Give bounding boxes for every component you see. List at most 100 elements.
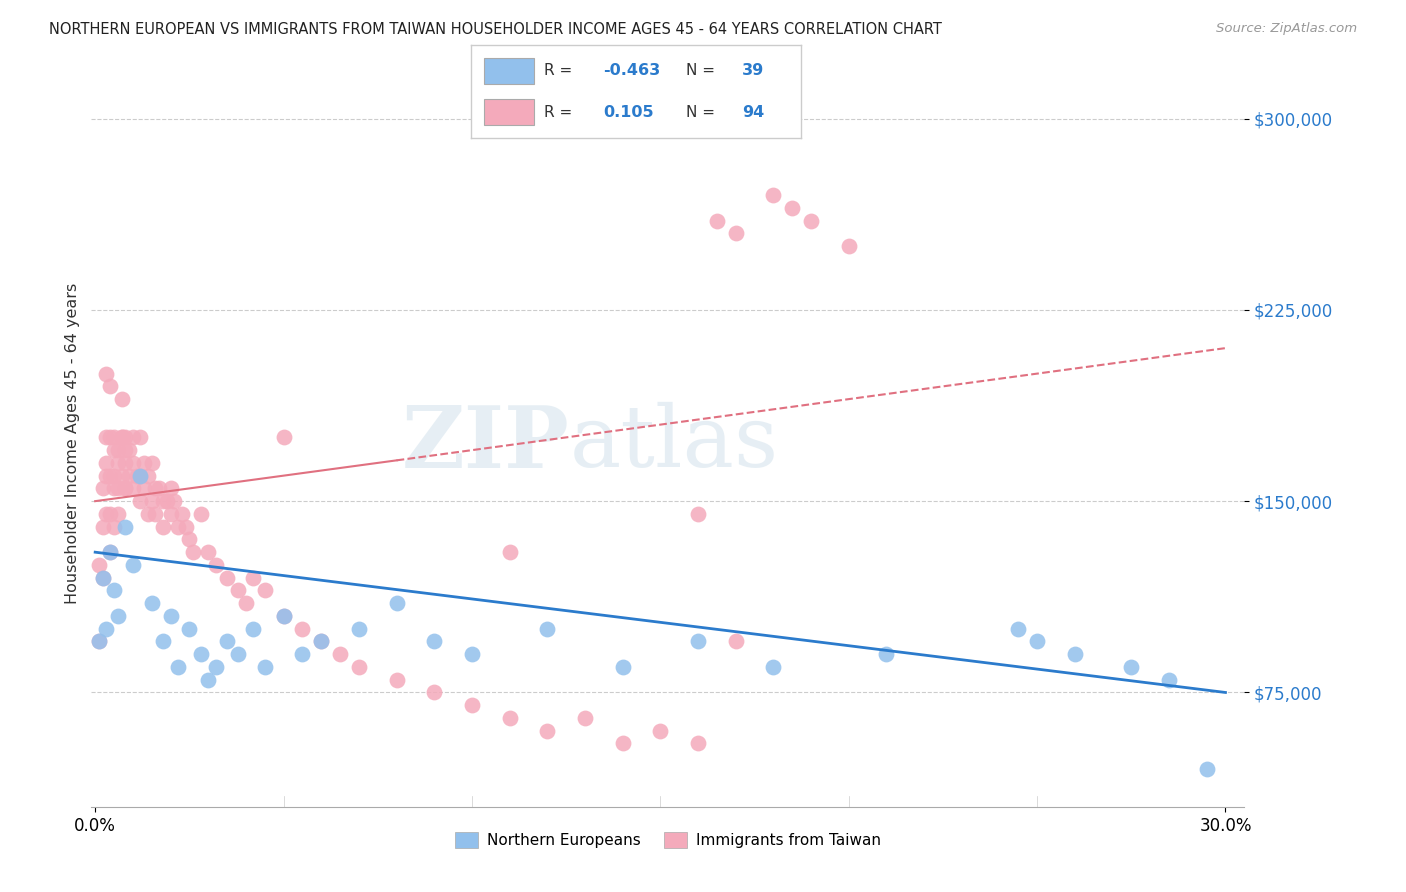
Point	[273, 430, 295, 444]
Point	[152, 519, 174, 533]
Point	[1121, 660, 1143, 674]
Point	[329, 647, 352, 661]
Point	[253, 583, 276, 598]
Point	[1157, 673, 1180, 687]
Point	[461, 698, 484, 713]
Point	[129, 468, 152, 483]
Point	[724, 227, 747, 241]
Point	[114, 456, 136, 470]
Point	[129, 494, 152, 508]
Text: ZIP: ZIP	[402, 401, 569, 486]
Point	[152, 634, 174, 648]
Point	[762, 660, 785, 674]
Point	[179, 622, 201, 636]
Point	[159, 609, 181, 624]
Point	[129, 468, 152, 483]
Point	[181, 545, 204, 559]
Point	[167, 519, 190, 533]
Point	[98, 507, 121, 521]
Point	[141, 456, 163, 470]
Point	[197, 673, 219, 687]
Point	[107, 507, 129, 521]
Point	[98, 545, 121, 559]
Point	[291, 647, 314, 661]
Point	[574, 711, 596, 725]
Point	[96, 367, 118, 381]
Point	[242, 622, 264, 636]
Point	[103, 468, 125, 483]
Point	[204, 558, 226, 572]
Point	[114, 430, 136, 444]
Point	[107, 482, 129, 496]
Point	[96, 507, 118, 521]
Point	[780, 201, 803, 215]
Text: -0.463: -0.463	[603, 63, 661, 78]
Point	[309, 634, 332, 648]
Point	[347, 622, 370, 636]
Point	[148, 482, 170, 496]
Point	[103, 482, 125, 496]
Point	[87, 634, 110, 648]
Text: NORTHERN EUROPEAN VS IMMIGRANTS FROM TAIWAN HOUSEHOLDER INCOME AGES 45 - 64 YEAR: NORTHERN EUROPEAN VS IMMIGRANTS FROM TAI…	[49, 22, 942, 37]
Point	[838, 239, 860, 253]
FancyBboxPatch shape	[484, 58, 534, 84]
Point	[87, 558, 110, 572]
Point	[103, 583, 125, 598]
Point	[98, 430, 121, 444]
Text: 39: 39	[742, 63, 765, 78]
Point	[686, 507, 709, 521]
Point	[423, 685, 446, 699]
Point	[686, 737, 709, 751]
Point	[612, 660, 634, 674]
Point	[1195, 762, 1218, 776]
Point	[215, 634, 238, 648]
Point	[159, 482, 181, 496]
Point	[121, 482, 143, 496]
Point	[800, 213, 823, 227]
Point	[91, 571, 114, 585]
Point	[145, 507, 167, 521]
Point	[273, 609, 295, 624]
Point	[125, 468, 148, 483]
Text: 0.105: 0.105	[603, 104, 654, 120]
FancyBboxPatch shape	[484, 99, 534, 125]
Point	[141, 494, 163, 508]
Point	[724, 634, 747, 648]
Point	[215, 571, 238, 585]
Point	[114, 519, 136, 533]
Point	[91, 571, 114, 585]
Point	[253, 660, 276, 674]
Point	[91, 519, 114, 533]
Point	[107, 456, 129, 470]
Point	[96, 622, 118, 636]
Point	[163, 494, 186, 508]
Point	[347, 660, 370, 674]
Point	[121, 558, 143, 572]
Point	[121, 456, 143, 470]
Point	[197, 545, 219, 559]
Point	[170, 507, 193, 521]
Point	[167, 660, 190, 674]
Point	[273, 609, 295, 624]
Point	[423, 634, 446, 648]
Point	[96, 456, 118, 470]
Point	[129, 430, 152, 444]
Text: 94: 94	[742, 104, 765, 120]
Point	[875, 647, 897, 661]
Point	[536, 622, 558, 636]
Y-axis label: Householder Income Ages 45 - 64 years: Householder Income Ages 45 - 64 years	[65, 283, 80, 605]
Point	[235, 596, 257, 610]
Point	[145, 482, 167, 496]
Point	[179, 533, 201, 547]
Point	[114, 482, 136, 496]
Point	[762, 188, 785, 202]
Point	[136, 468, 159, 483]
Point	[152, 494, 174, 508]
Point	[686, 634, 709, 648]
Point	[118, 468, 141, 483]
Point	[228, 583, 250, 598]
Point	[309, 634, 332, 648]
Point	[110, 392, 132, 406]
Point	[98, 545, 121, 559]
Point	[103, 443, 125, 458]
